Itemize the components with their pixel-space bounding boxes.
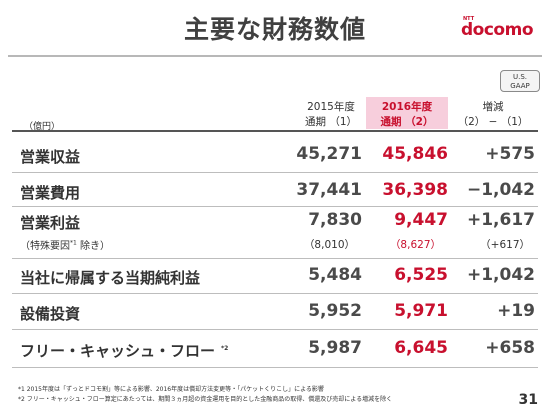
column-header-fy2016: 2016年度 通期 （2） xyxy=(366,100,448,130)
value-fy2016: 6,525 xyxy=(394,265,448,285)
column-header-line2: （2） − （1） xyxy=(457,116,529,128)
header-divider xyxy=(12,130,538,132)
value-fy2015: 45,271 xyxy=(296,144,362,164)
sub-value-fy2015: （8,010） xyxy=(303,239,355,251)
value-fy2016: 9,447 xyxy=(394,210,448,230)
footnote-2: *2 フリー・キャッシュ・フロー算定にあたっては、期間３ヵ月超の資金運用を目的と… xyxy=(18,396,393,403)
value-change: +1,617 xyxy=(466,210,535,230)
column-header-line1: 2016年度 xyxy=(381,101,433,113)
footnote-1: *1 2015年度は「ずっとドコモ割」等による影響、2016年度は償却方法変更等… xyxy=(18,386,324,393)
sub-label-post: 除き） xyxy=(76,241,111,252)
value-fy2016: 36,398 xyxy=(382,180,448,200)
value-fy2015: 5,952 xyxy=(308,301,362,321)
fcf-label-text: フリー・キャッシュ・フロー xyxy=(20,342,216,360)
value-fy2015: 37,441 xyxy=(296,180,362,200)
row-divider xyxy=(12,367,538,368)
docomo-logo-text: docomo xyxy=(461,20,534,40)
column-header-change: 増減 （2） − （1） xyxy=(452,100,534,130)
value-change: +658 xyxy=(485,338,535,358)
column-header-line1: 増減 xyxy=(482,101,504,113)
column-header-line2: 通期 （1） xyxy=(304,116,358,128)
docomo-logo: NTT docomo xyxy=(461,16,541,42)
value-fy2016: 6,645 xyxy=(394,338,448,358)
row-label-operating-income: 営業利益 xyxy=(20,214,81,232)
sub-value-fy2016: （8,627） xyxy=(389,239,441,251)
row-divider xyxy=(12,293,538,294)
footnote-marker: *1 xyxy=(70,239,77,247)
row-divider xyxy=(12,258,538,259)
page-number: 31 xyxy=(518,392,538,408)
value-fy2015: 7,830 xyxy=(308,210,362,230)
ntt-logo-text: NTT xyxy=(463,16,475,22)
title-divider xyxy=(8,55,542,57)
row-divider xyxy=(12,329,538,330)
row-divider xyxy=(12,206,538,207)
sub-value-change: （+617） xyxy=(480,239,530,251)
column-header-line1: 2015年度 xyxy=(307,101,355,113)
value-change: +19 xyxy=(497,301,535,321)
column-header-line2: 通期 （2） xyxy=(380,116,434,128)
value-change: +575 xyxy=(485,144,535,164)
row-label-net-income: 当社に帰属する当期純利益 xyxy=(20,269,201,287)
row-label-operating-expenses: 営業費用 xyxy=(20,184,81,202)
sub-label-pre: （特殊要因 xyxy=(20,241,70,252)
value-fy2015: 5,987 xyxy=(308,338,362,358)
gaap-badge-line2: GAAP xyxy=(510,82,530,90)
current-year-highlight xyxy=(366,97,448,129)
value-change: +1,042 xyxy=(466,265,535,285)
gaap-badge-line1: U.S. xyxy=(512,73,528,81)
row-label-excluding-special-factors: （特殊要因*1 除き） xyxy=(20,237,110,252)
footnote-marker: *2 xyxy=(221,345,229,352)
row-divider xyxy=(12,172,538,173)
row-label-capex: 設備投資 xyxy=(20,305,81,323)
gaap-badge: U.S. GAAP xyxy=(500,70,540,92)
page-title: 主要な財務数値 xyxy=(183,15,366,44)
value-fy2016: 45,846 xyxy=(382,144,448,164)
value-change: −1,042 xyxy=(466,180,535,200)
row-label-free-cash-flow: フリー・キャッシュ・フロー *2 xyxy=(20,340,228,361)
unit-label: （億円） xyxy=(24,122,61,132)
row-label-operating-revenues: 営業収益 xyxy=(20,148,81,166)
value-fy2015: 5,484 xyxy=(308,265,362,285)
value-fy2016: 5,971 xyxy=(394,301,448,321)
column-header-fy2015: 2015年度 通期 （1） xyxy=(290,100,372,130)
